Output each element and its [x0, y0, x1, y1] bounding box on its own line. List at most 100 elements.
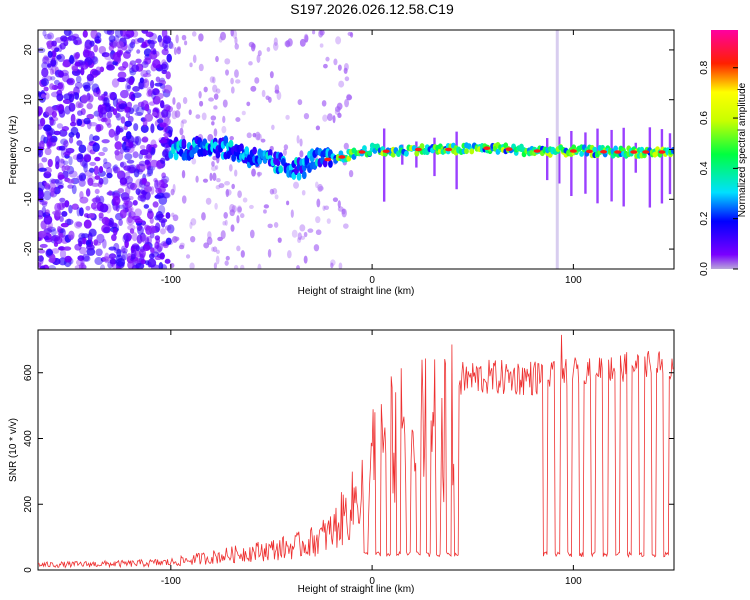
- noise-blob: [246, 101, 251, 107]
- ridge-peak: [338, 155, 346, 159]
- noise-blob: [40, 93, 46, 99]
- noise-blob: [230, 77, 234, 85]
- noise-blob: [301, 189, 306, 196]
- noise-blob: [251, 168, 256, 177]
- y-tick-label: 20: [23, 44, 34, 56]
- noise-blob: [344, 76, 350, 82]
- noise-blob: [112, 227, 118, 236]
- noise-blob: [149, 159, 159, 168]
- noise-blob: [126, 159, 135, 164]
- noise-blob: [46, 226, 56, 232]
- noise-blob: [92, 142, 100, 152]
- noise-blob: [88, 167, 95, 173]
- noise-blob: [218, 183, 225, 189]
- noise-blob: [170, 188, 175, 196]
- x-tick-label: 100: [565, 576, 582, 587]
- noise-blob: [144, 113, 154, 122]
- noise-blob: [156, 92, 164, 100]
- y-tick-label: 600: [23, 364, 34, 381]
- noise-blob: [221, 125, 227, 134]
- noise-blob: [139, 248, 146, 258]
- ridge-peak: [382, 149, 390, 154]
- noise-blob: [49, 68, 55, 75]
- noise-blob: [332, 115, 336, 124]
- noise-blob: [159, 252, 165, 260]
- noise-blob: [240, 264, 245, 269]
- noise-blob: [164, 225, 172, 231]
- noise-blob: [104, 252, 110, 261]
- ridge-peak: [614, 150, 622, 154]
- noise-blob: [55, 103, 65, 111]
- noise-blob: [93, 241, 102, 246]
- noise-blob: [119, 89, 129, 99]
- snr-y-ticks: 0 200 400 600: [23, 364, 674, 573]
- noise-blob: [317, 183, 323, 192]
- noise-blob: [98, 212, 104, 219]
- noise-blob: [41, 67, 49, 78]
- noise-blob: [102, 146, 108, 153]
- noise-blob: [222, 115, 226, 124]
- noise-blob: [68, 170, 78, 178]
- noise-blob: [38, 249, 46, 254]
- noise-blob: [209, 172, 213, 182]
- noise-blob: [225, 188, 230, 198]
- noise-blob: [231, 183, 235, 190]
- noise-blob: [297, 232, 302, 241]
- noise-blob: [327, 113, 333, 121]
- noise-blob: [150, 79, 155, 89]
- colorbar: 0.0 0.2 0.4 0.6 0.8 Normalized spectral ampl…: [699, 30, 748, 276]
- noise-blob: [60, 35, 68, 42]
- noise-blob: [51, 50, 57, 58]
- ridge-peak: [600, 149, 608, 154]
- noise-blob: [133, 123, 139, 131]
- noise-blob: [106, 172, 113, 179]
- ridge-peak: [445, 147, 453, 152]
- noise-blob: [154, 222, 161, 233]
- noise-blob: [214, 202, 218, 210]
- noise-blob: [172, 214, 179, 222]
- noise-blob: [158, 179, 165, 188]
- noise-blob: [222, 221, 226, 226]
- noise-blob: [63, 246, 72, 251]
- noise-blob: [91, 56, 99, 65]
- noise-blob: [75, 221, 83, 227]
- noise-blob: [136, 234, 143, 244]
- noise-blob: [59, 249, 67, 259]
- noise-blob: [201, 112, 207, 121]
- noise-blob: [76, 140, 83, 146]
- noise-blob: [140, 259, 147, 265]
- snr-frame: [37, 329, 675, 571]
- noise-blob: [120, 245, 126, 254]
- noise-blob: [58, 44, 63, 53]
- noise-blob: [144, 186, 153, 193]
- noise-blob: [112, 108, 118, 116]
- noise-blob: [97, 95, 104, 101]
- noise-blob: [236, 245, 241, 252]
- noise-blob: [41, 206, 47, 216]
- noise-blob: [56, 123, 64, 129]
- noise-blob: [257, 50, 262, 57]
- noise-blob: [74, 61, 81, 67]
- noise-blob: [152, 201, 159, 208]
- noise-blob: [130, 39, 136, 45]
- spike-streak: [455, 131, 458, 190]
- noise-blob: [102, 238, 107, 249]
- noise-blob: [215, 255, 220, 265]
- noise-blob: [133, 38, 140, 45]
- noise-blob: [108, 35, 116, 43]
- noise-blob: [155, 210, 164, 221]
- noise-blob: [151, 90, 156, 100]
- noise-blob: [256, 133, 263, 141]
- noise-blob: [139, 149, 149, 156]
- ridge-cell: [304, 157, 310, 166]
- noise-blob: [134, 218, 143, 224]
- noise-blob: [131, 232, 138, 242]
- noise-blob: [189, 221, 193, 229]
- noise-blob: [126, 85, 131, 90]
- noise-blob: [76, 206, 81, 217]
- noise-blob: [112, 195, 121, 206]
- noise-blob: [137, 37, 145, 43]
- noise-blob: [145, 31, 154, 38]
- noise-blob: [195, 175, 199, 183]
- noise-blob: [131, 64, 140, 73]
